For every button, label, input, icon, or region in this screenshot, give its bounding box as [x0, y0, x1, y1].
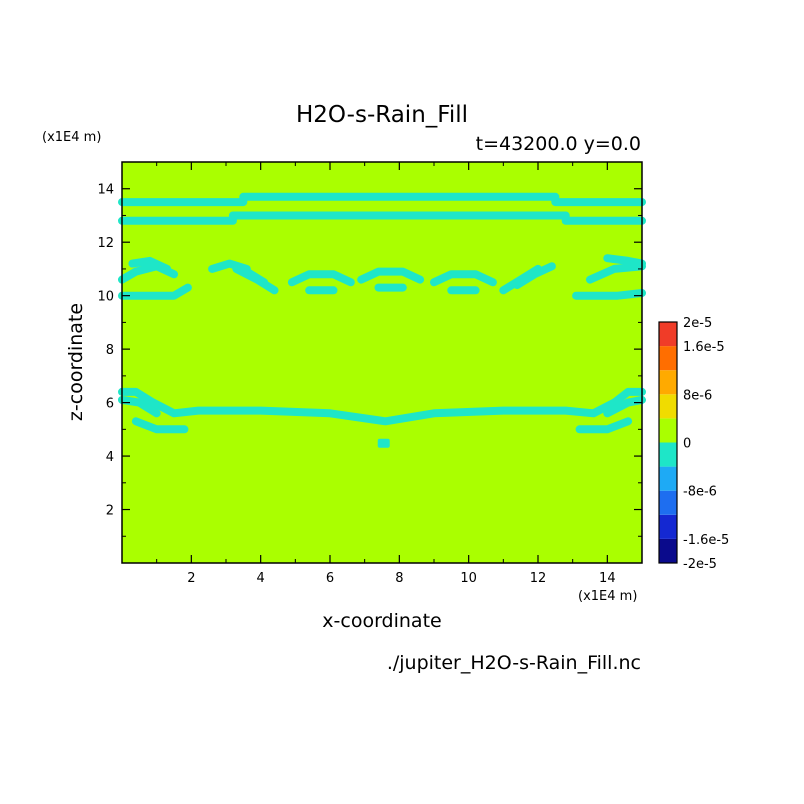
colorbar-segment-1 [659, 514, 677, 539]
colorbar-label-0: 2e-5 [683, 316, 712, 331]
feature-band-0 [118, 192, 646, 207]
colorbar: 2e-5 1.6e-5 8e-6 0 -8e-6 -1.6e-5 -2e-5 [658, 316, 729, 572]
source-file-label: ./jupiter_H2O-s-Rain_Fill.nc [387, 652, 641, 674]
y-tick-label-4: 4 [106, 450, 114, 465]
feature-band-10 [357, 267, 425, 284]
feature-band-8 [287, 270, 355, 287]
y-tick-label-6: 6 [106, 397, 114, 412]
x-tick-label-12: 12 [530, 571, 547, 586]
feature-band-22 [575, 417, 633, 434]
x-tick-label-6: 6 [326, 571, 334, 586]
feature-band-21 [131, 417, 189, 434]
colorbar-frame [658, 321, 678, 564]
colorbar-segment-0 [659, 538, 677, 563]
plot-area: 2 4 6 8 10 12 14 2 4 6 8 10 12 14 [97, 161, 646, 586]
feature-blob-24 [377, 438, 390, 448]
x-tick-label-2: 2 [187, 571, 195, 586]
colorbar-label-1: 1.6e-5 [683, 340, 725, 355]
y-tick-label-2: 2 [106, 504, 114, 519]
colorbar-label-4: -8e-6 [683, 485, 717, 500]
colorbar-label-3: 0 [683, 437, 691, 452]
colorbar-segment-8 [659, 346, 677, 371]
heatmap-background [122, 162, 642, 563]
y-tick-label-10: 10 [97, 290, 114, 305]
feature-band-2 [118, 283, 192, 300]
chart-title: H2O-s-Rain_Fill [296, 102, 468, 128]
y-axis-label: z-coordinate [65, 303, 87, 421]
colorbar-segment-2 [659, 490, 677, 515]
x-tick-label-10: 10 [460, 571, 477, 586]
feature-band-4 [128, 256, 172, 273]
y-unit-label: (x1E4 m) [42, 130, 101, 145]
feature-band-7 [242, 267, 269, 287]
colorbar-label-2: 8e-6 [683, 388, 712, 403]
colorbar-segment-3 [659, 466, 677, 491]
feature-band-1 [118, 211, 646, 225]
feature-band-20 [118, 395, 161, 418]
y-tick-label-12: 12 [97, 236, 114, 251]
x-tick-label-4: 4 [257, 571, 265, 586]
x-tick-label-14: 14 [599, 571, 616, 586]
colorbar-segment-9 [659, 322, 677, 347]
colorbar-segment-4 [659, 442, 677, 467]
colorbar-label-6: -2e-5 [683, 557, 717, 572]
colorbar-segment-6 [659, 394, 677, 419]
feature-band-17 [586, 262, 646, 284]
feature-band-12 [430, 270, 497, 287]
feature-band-16 [572, 289, 646, 300]
x-axis-label: x-coordinate [322, 610, 441, 632]
y-tick-label-8: 8 [106, 343, 114, 358]
feature-band-15 [513, 262, 556, 289]
colorbar-segment-7 [659, 370, 677, 395]
feature-band-19 [118, 387, 646, 426]
plot-frame [121, 161, 643, 564]
y-tick-label-14: 14 [97, 183, 114, 198]
feature-band-23 [603, 395, 646, 418]
colorbar-segment-5 [659, 418, 677, 443]
colorbar-label-5: -1.6e-5 [683, 533, 729, 548]
chart-subtitle: t=43200.0 y=0.0 [476, 133, 641, 155]
feature-band-18 [603, 254, 646, 268]
x-unit-label: (x1E4 m) [578, 589, 637, 604]
x-tick-label-8: 8 [395, 571, 403, 586]
